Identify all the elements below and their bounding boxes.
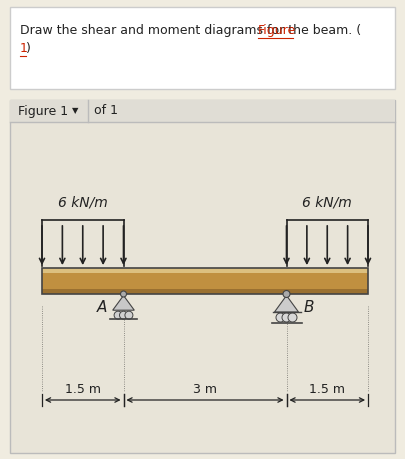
Text: B: B [303, 300, 314, 315]
Polygon shape [275, 296, 298, 312]
FancyBboxPatch shape [10, 100, 395, 122]
Circle shape [288, 313, 297, 322]
Circle shape [276, 313, 285, 322]
Circle shape [119, 311, 128, 319]
Circle shape [125, 311, 133, 319]
Text: Draw the shear and moment diagrams for the beam. (: Draw the shear and moment diagrams for t… [20, 24, 361, 37]
Text: Figure 1: Figure 1 [18, 105, 68, 118]
Text: 6 kN/m: 6 kN/m [303, 196, 352, 210]
Text: 3 m: 3 m [193, 383, 217, 396]
Text: A: A [96, 300, 107, 315]
Text: ): ) [26, 42, 31, 55]
FancyBboxPatch shape [42, 273, 368, 289]
Text: of 1: of 1 [94, 105, 118, 118]
Text: 1.5 m: 1.5 m [309, 383, 345, 396]
Polygon shape [113, 296, 134, 310]
Circle shape [283, 291, 290, 297]
Text: 1: 1 [20, 42, 28, 55]
Text: Figure: Figure [258, 24, 296, 37]
Text: ▼: ▼ [72, 106, 79, 116]
Circle shape [282, 313, 291, 322]
FancyBboxPatch shape [42, 268, 368, 273]
Circle shape [114, 311, 122, 319]
FancyBboxPatch shape [42, 289, 368, 294]
Circle shape [121, 291, 126, 297]
Text: 6 kN/m: 6 kN/m [58, 196, 108, 210]
Text: 1.5 m: 1.5 m [65, 383, 101, 396]
FancyBboxPatch shape [10, 7, 395, 89]
FancyBboxPatch shape [10, 100, 395, 453]
